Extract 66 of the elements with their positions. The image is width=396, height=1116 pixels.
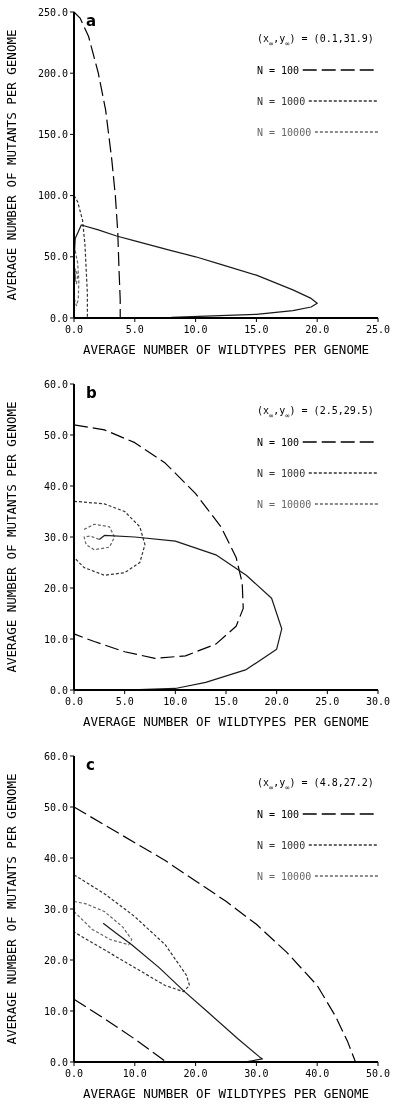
x-tick-label: 5.0 <box>125 324 144 335</box>
y-tick-label: 40.0 <box>43 852 68 864</box>
text: N = 100 <box>257 809 300 820</box>
x-tick-label: 15.0 <box>213 696 239 707</box>
x-tick-label: 0.0 <box>64 696 84 707</box>
annotation: (x$_{∞}$,y$_{∞}$) = (0.1,31.9) <box>257 33 374 48</box>
y-tick-label: 150.0 <box>37 128 68 140</box>
line-series <box>73 900 133 946</box>
x-tick-label: 10.0 <box>183 324 208 335</box>
annotation: (x$_{∞}$,y$_{∞}$) = (4.8,27.2) <box>257 777 374 792</box>
y-tick-label: 60.0 <box>43 378 68 390</box>
text: N = 1000 <box>257 840 306 851</box>
line-series <box>73 195 88 319</box>
text: N = 1000 <box>257 468 306 479</box>
x-tick-label: 10.0 <box>163 696 188 707</box>
y-tick-label: 30.0 <box>43 531 68 543</box>
x-axis-title: AVERAGE NUMBER OF WILDTYPES PER GENOME <box>83 714 369 729</box>
y-tick-label: 60.0 <box>43 750 68 762</box>
x-tick-label: 0.0 <box>64 1068 84 1079</box>
x-tick-label: 5.0 <box>115 696 134 707</box>
y-tick-label: 250.0 <box>37 6 68 18</box>
y-tick-label: 0.0 <box>49 684 68 696</box>
x-tick-label: 0.0 <box>64 324 84 335</box>
y-tick-label: 30.0 <box>43 903 68 915</box>
y-tick-label: 20.0 <box>43 954 68 966</box>
text: N = 10000 <box>257 127 312 138</box>
x-tick-label: 40.0 <box>305 1068 330 1079</box>
y-tick-label: 20.0 <box>43 582 68 594</box>
x-tick-label: 20.0 <box>264 696 289 707</box>
x-tick-label: 10.0 <box>122 1068 147 1079</box>
y-tick-label: 100.0 <box>37 190 68 202</box>
x-axis-title: AVERAGE NUMBER OF WILDTYPES PER GENOME <box>83 342 369 357</box>
x-tick-label: 20.0 <box>305 324 330 335</box>
y-tick-label: 0.0 <box>49 312 68 324</box>
x-tick-label: 20.0 <box>183 1068 208 1079</box>
y-tick-label: 10.0 <box>43 1005 68 1017</box>
text: N = 100 <box>257 65 300 76</box>
line-series <box>73 500 146 576</box>
chart-title: a <box>86 12 97 30</box>
annotation: (x$_{∞}$,y$_{∞}$) = (2.5,29.5) <box>257 405 374 420</box>
x-tick-label: 25.0 <box>365 324 391 335</box>
line-series <box>83 523 116 551</box>
x-tick-label: 30.0 <box>244 1068 269 1079</box>
y-tick-label: 200.0 <box>37 67 68 79</box>
chart-title: b <box>86 384 97 402</box>
x-tick-label: 25.0 <box>315 696 340 707</box>
chart-title: c <box>86 756 95 774</box>
line-series <box>73 250 80 307</box>
y-tick-label: 50.0 <box>43 801 68 813</box>
x-tick-label: 30.0 <box>365 696 391 707</box>
y-axis-title: AVERAGE NUMBER OF MUTANTS PER GENOME <box>4 401 19 673</box>
y-tick-label: 10.0 <box>43 633 68 645</box>
text: N = 100 <box>257 437 300 448</box>
y-axis-title: AVERAGE NUMBER OF MUTANTS PER GENOME <box>4 773 19 1045</box>
x-tick-label: 50.0 <box>365 1068 391 1079</box>
line-series <box>73 874 191 993</box>
y-axis-title: AVERAGE NUMBER OF MUTANTS PER GENOME <box>4 29 19 301</box>
text: N = 10000 <box>257 871 312 882</box>
y-tick-label: 40.0 <box>43 480 68 492</box>
x-tick-label: 15.0 <box>244 324 269 335</box>
y-tick-label: 0.0 <box>49 1056 68 1068</box>
text: N = 10000 <box>257 499 312 510</box>
x-axis-title: AVERAGE NUMBER OF WILDTYPES PER GENOME <box>83 1086 369 1101</box>
y-tick-label: 50.0 <box>43 251 68 263</box>
y-tick-label: 50.0 <box>43 429 68 441</box>
text: N = 1000 <box>257 96 306 107</box>
